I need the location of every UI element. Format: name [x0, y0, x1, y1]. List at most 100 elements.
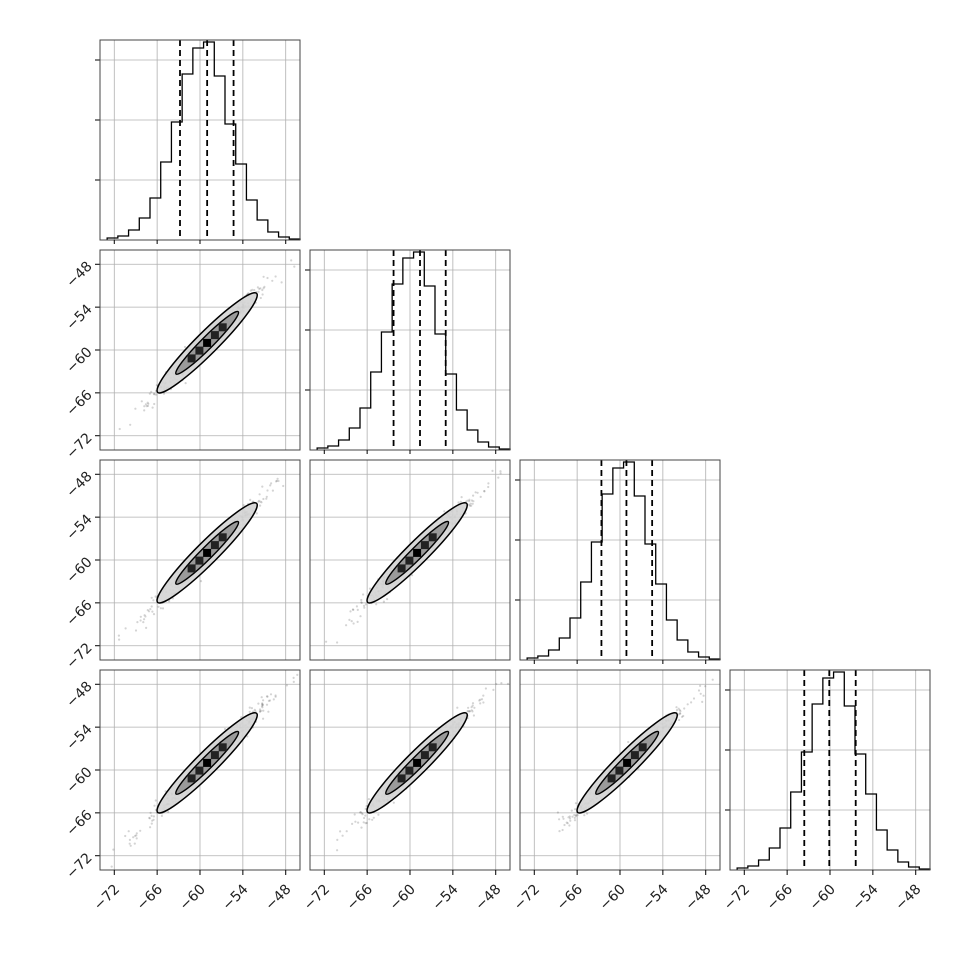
density-core: [428, 743, 437, 752]
sample-point: [677, 707, 680, 710]
x-tick-label: −66: [344, 881, 376, 913]
sample-point: [153, 804, 156, 807]
sample-point: [118, 638, 121, 641]
x-tick-label: −48: [262, 882, 294, 914]
sample-point: [360, 601, 363, 605]
sample-point: [499, 470, 502, 473]
sample-point: [261, 704, 264, 707]
sample-point: [146, 401, 149, 404]
density-core: [203, 548, 212, 557]
sample-point: [151, 406, 154, 409]
sample-point: [134, 834, 137, 838]
sample-point: [253, 708, 256, 712]
sample-point: [261, 703, 264, 706]
sample-point: [362, 821, 365, 824]
sample-point: [149, 826, 152, 829]
density-core: [397, 774, 406, 783]
density-core: [397, 564, 406, 573]
sample-point: [364, 603, 367, 606]
sample-point: [265, 703, 269, 706]
density-core: [405, 556, 414, 565]
sample-point: [250, 707, 253, 710]
y-tick-label: −60: [63, 554, 95, 586]
sample-point: [248, 706, 251, 709]
sample-point: [150, 814, 153, 818]
sample-point: [162, 392, 166, 395]
sample-point: [690, 701, 693, 704]
x-tick-label: −72: [91, 882, 123, 914]
sample-point: [242, 504, 245, 507]
sample-point: [386, 598, 389, 601]
sample-point: [568, 817, 572, 820]
histogram-panel-3: [515, 459, 721, 664]
density-core: [413, 758, 422, 767]
sample-point: [701, 700, 704, 704]
x-tick-label: −48: [472, 882, 504, 914]
sample-point: [467, 706, 470, 709]
sample-point: [261, 288, 264, 292]
sample-point: [274, 694, 277, 697]
sample-point: [145, 405, 148, 408]
sample-point: [269, 484, 272, 487]
sample-point: [353, 813, 356, 816]
histogram-panel-4: −72 −66 −60 −54 −48: [721, 669, 931, 914]
x-tick-label: −54: [849, 881, 881, 913]
sample-point: [471, 702, 475, 705]
sample-point: [150, 605, 153, 608]
sample-point: [147, 402, 150, 405]
sample-point: [474, 491, 477, 494]
sample-point: [356, 620, 359, 624]
sample-point: [110, 865, 113, 868]
sample-point: [167, 810, 170, 814]
sample-point: [258, 499, 261, 502]
x-tick-label: −60: [387, 882, 419, 914]
panel-frame: [99, 249, 301, 451]
density-core: [203, 758, 212, 767]
sample-point: [479, 495, 482, 498]
sample-point: [143, 409, 146, 412]
sample-point: [459, 500, 462, 503]
sample-point: [487, 485, 490, 489]
sample-point: [506, 682, 510, 686]
sample-point: [364, 814, 367, 817]
sample-point: [251, 288, 254, 291]
sample-point: [567, 816, 570, 819]
sample-point: [152, 815, 155, 818]
y-tick-label: −48: [63, 259, 95, 291]
sample-point: [483, 490, 486, 493]
x-tick-label: −66: [134, 881, 166, 913]
sample-point: [470, 709, 473, 712]
sample-point: [112, 848, 115, 851]
sample-point: [254, 710, 257, 713]
sample-point: [259, 710, 262, 713]
scatter-panel-4-1: −72 −66 −60 −54 −48 −72 −66 −60 −54 −48: [63, 669, 301, 914]
sample-point: [282, 484, 285, 488]
y-tick-label: −54: [63, 721, 95, 753]
sample-point: [260, 709, 263, 712]
sample-point: [359, 615, 362, 618]
histogram-panel-1: [95, 39, 301, 244]
sample-point: [223, 727, 227, 731]
y-tick-label: −60: [63, 344, 95, 376]
sample-point: [260, 696, 263, 699]
sample-point: [470, 504, 473, 507]
sample-point: [183, 345, 187, 349]
sample-point: [271, 279, 274, 282]
sample-point: [258, 708, 262, 711]
sample-point: [574, 802, 578, 805]
sample-point: [257, 702, 260, 705]
sample-point: [293, 265, 296, 268]
x-tick-label: −48: [682, 882, 714, 914]
x-tick-label: −54: [219, 881, 251, 913]
sample-point: [362, 593, 365, 596]
sample-point: [249, 289, 252, 292]
sample-point: [143, 618, 146, 621]
sample-point: [558, 818, 561, 821]
density-core: [413, 548, 422, 557]
sample-point: [478, 699, 481, 702]
sample-point: [152, 613, 156, 616]
sample-point: [148, 816, 151, 820]
sample-point: [145, 626, 148, 630]
sample-point: [150, 822, 153, 825]
sample-point: [259, 296, 262, 300]
